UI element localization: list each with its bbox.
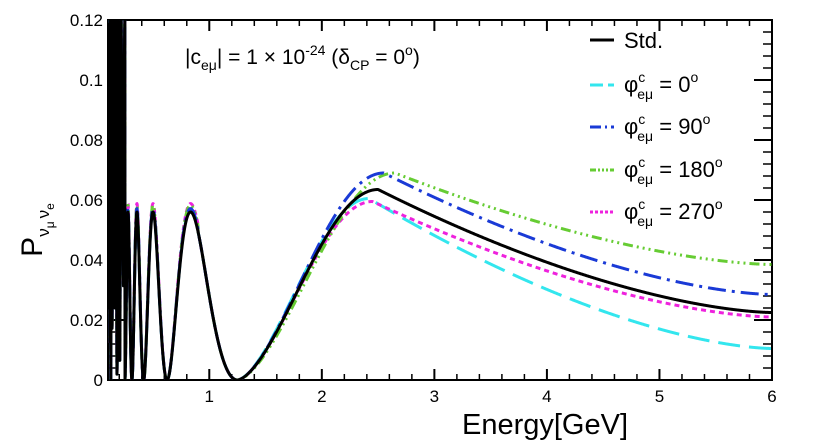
legend-label-std: Std. <box>624 28 663 53</box>
series-line-phi-180 <box>108 20 772 380</box>
series-line-std- <box>108 20 772 380</box>
series-line-phi-90 <box>108 20 772 380</box>
legend: Std. φc eμ = 0o φc eμ = 90o φc eμ = 180o φc… <box>590 28 723 229</box>
legend-label-phi-180: φc eμ = 180o <box>624 154 723 187</box>
y-axis-title: Pνμνe <box>16 203 57 257</box>
y-title-sub2-sub: e <box>43 203 57 210</box>
annotation-close: ) <box>413 46 420 69</box>
annotation-deg: o <box>405 42 413 58</box>
legend-label-phi-90: φc eμ = 90o <box>624 111 711 144</box>
annotation-sup: -24 <box>305 42 325 58</box>
y-tick-label: 0.02 <box>70 311 103 330</box>
y-title-sub1-sub: μ <box>43 221 57 228</box>
annotation-pre: |c <box>185 46 201 69</box>
legend-label-phi-270: φc eμ = 270o <box>624 196 723 229</box>
x-tick-label: 5 <box>655 387 664 406</box>
annotation-text: |ceμ| = 1 × 10-24 (δCP = 0o) <box>185 42 420 73</box>
y-title-sub2: ν <box>34 210 53 219</box>
x-tick-label: 4 <box>542 387 551 406</box>
y-title-sub1: ν <box>34 228 53 237</box>
x-axis-title: Energy[GeV] <box>462 409 628 441</box>
x-tick-label: 3 <box>430 387 439 406</box>
y-tick-label: 0.1 <box>79 71 103 90</box>
x-tick-label: 6 <box>767 387 776 406</box>
y-tick-label: 0.06 <box>70 191 103 210</box>
x-tick-label: 2 <box>317 387 326 406</box>
annotation-eq: = 0 <box>369 46 405 69</box>
annotation-mid: | = 1 × 10 <box>217 46 305 69</box>
annotation-open: (δ <box>325 46 350 69</box>
svg-text:Pνμνe: Pνμνe <box>16 203 57 257</box>
annotation-cp: CP <box>350 57 369 73</box>
curves <box>108 20 772 380</box>
axis-ticks: 1 2 3 4 5 6 0 0.02 0.04 0.06 0.08 0.1 0.12 <box>70 11 777 406</box>
y-tick-label: 0.08 <box>70 131 103 150</box>
y-tick-label: 0 <box>94 371 103 390</box>
series-line-phi-270 <box>108 20 772 380</box>
annotation-sub: eμ <box>201 57 217 73</box>
legend-label-phi-0: φc eμ = 0o <box>624 69 698 102</box>
y-tick-label: 0.04 <box>70 251 103 270</box>
y-title-main: P <box>16 237 49 257</box>
y-tick-label: 0.12 <box>70 11 103 30</box>
x-tick-label: 1 <box>205 387 214 406</box>
